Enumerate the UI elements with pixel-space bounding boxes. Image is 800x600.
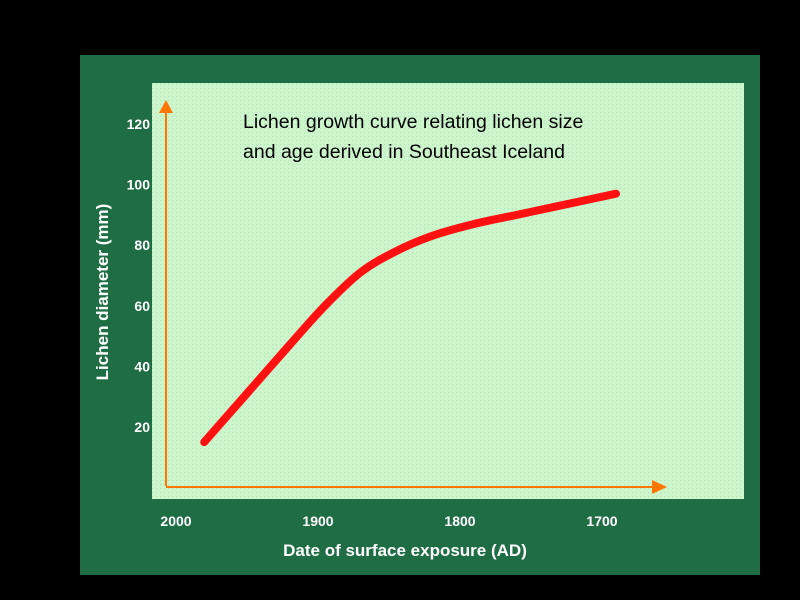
- x-tick-label: 2000: [160, 513, 191, 529]
- x-axis-arrowhead: [652, 480, 667, 494]
- y-tick-label: 60: [134, 298, 150, 314]
- y-axis-title: Lichen diameter (mm): [93, 204, 112, 381]
- chart-title-line-2: and age derived in Southeast Iceland: [243, 141, 565, 163]
- chart-title-line-1: Lichen growth curve relating lichen size: [243, 111, 583, 133]
- y-tick-label: 100: [127, 177, 151, 193]
- y-tick-label: 20: [134, 419, 150, 435]
- y-tick-label: 80: [134, 237, 150, 253]
- y-tick-label: 40: [134, 358, 150, 374]
- y-tick-label: 120: [127, 116, 151, 132]
- x-tick-label: 1800: [444, 513, 475, 529]
- plot-area: [152, 83, 744, 499]
- x-axis-title: Date of surface exposure (AD): [283, 541, 527, 560]
- y-axis-arrowhead: [159, 100, 173, 113]
- lichen-growth-curve: [200, 189, 620, 447]
- x-tick-label: 1900: [302, 513, 333, 529]
- x-tick-label: 1700: [586, 513, 617, 529]
